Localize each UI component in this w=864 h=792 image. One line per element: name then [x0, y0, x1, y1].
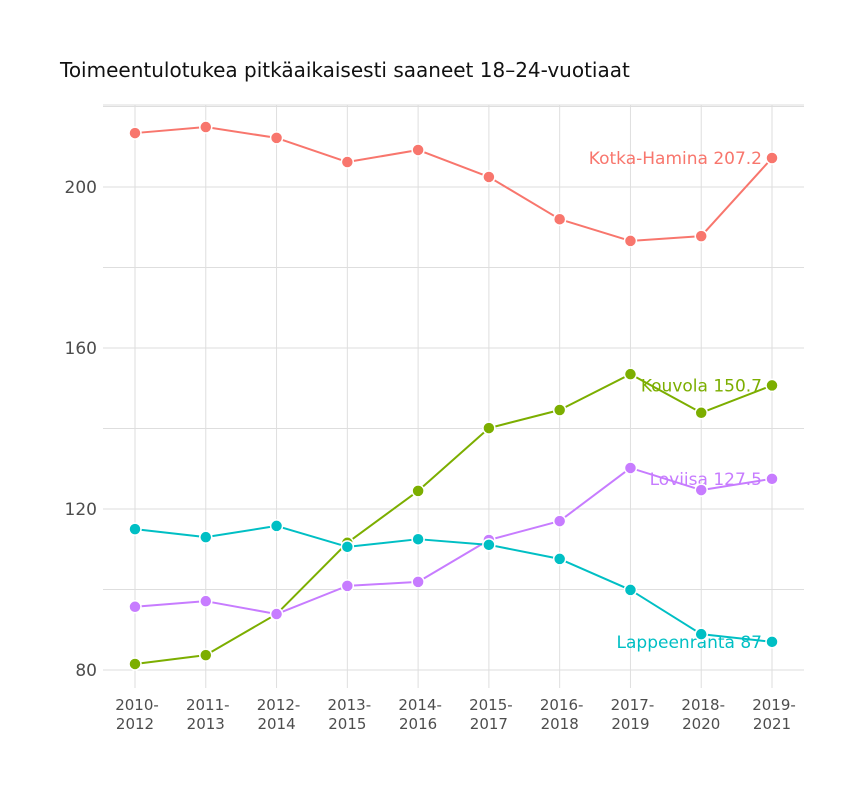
series-lappeenranta: [128, 519, 779, 649]
series-loviisa: [128, 461, 779, 621]
data-point: [552, 212, 567, 226]
data-point: [199, 648, 213, 662]
data-point: [765, 151, 779, 165]
data-point: [623, 367, 638, 381]
data-point: [411, 143, 425, 157]
data-point: [340, 540, 355, 554]
data-point: [623, 461, 638, 475]
y-tick-label: 200: [65, 178, 97, 198]
data-point: [199, 530, 213, 544]
x-tick-label: 2011-2013: [186, 696, 230, 733]
x-tick-label: 2019-2021: [752, 696, 796, 733]
x-tick-label: 2014-2016: [398, 696, 442, 733]
data-point: [269, 131, 284, 145]
series-line: [134, 524, 773, 643]
data-point: [482, 421, 496, 435]
data-point: [411, 484, 425, 498]
gridlines: [103, 104, 804, 688]
x-tick-label: 2017-2019: [611, 696, 655, 733]
data-point: [694, 483, 708, 497]
data-point: [623, 234, 638, 248]
data-point: [694, 229, 708, 243]
x-tick-label: 2012-2014: [257, 696, 301, 733]
series-end-label: Lappeenranta 87: [617, 633, 762, 653]
data-point: [482, 538, 496, 552]
data-point: [482, 170, 496, 184]
data-point: [552, 552, 567, 566]
data-point: [411, 575, 425, 589]
x-tick-label: 2016-2018: [540, 696, 584, 733]
y-axis: 80 120 160 200: [65, 178, 97, 681]
data-point: [128, 600, 142, 614]
data-point: [552, 514, 567, 528]
data-point: [340, 155, 355, 169]
data-point: [552, 403, 567, 417]
x-tick-label: 2010-2012: [115, 696, 159, 733]
data-point: [694, 406, 708, 420]
series-line: [134, 126, 773, 242]
series-end-label: Kotka-Hamina 207.2: [589, 149, 762, 169]
data-point: [765, 378, 779, 393]
data-point: [411, 532, 425, 546]
data-point: [128, 657, 142, 671]
data-point: [765, 472, 779, 486]
data-point: [694, 627, 708, 641]
series-lines: [128, 120, 779, 671]
chart-title: Toimeentulotukea pitkäaikaisesti saaneet…: [59, 58, 630, 82]
x-tick-label: 2015-2017: [469, 696, 513, 733]
y-tick-label: 120: [65, 500, 97, 520]
data-point: [199, 120, 213, 134]
series-kouvola: [128, 367, 779, 671]
y-tick-label: 80: [75, 661, 97, 681]
data-point: [340, 579, 355, 593]
data-point: [269, 607, 284, 621]
data-point: [623, 583, 638, 597]
series-line: [134, 466, 773, 616]
x-tick-label: 2018-2020: [681, 696, 725, 733]
data-point: [199, 594, 213, 608]
x-tick-label: 2013-2015: [328, 696, 372, 733]
series-end-label: Kouvola 150.7: [641, 376, 762, 396]
y-tick-label: 160: [65, 339, 97, 359]
series-line: [134, 373, 773, 665]
series-kotka-hamina: [128, 120, 779, 248]
data-point: [269, 519, 284, 533]
x-axis: 2010-2012 2011-2013 2012-2014 2013-2015 2014…: [115, 696, 796, 733]
data-point: [765, 635, 779, 649]
data-point: [128, 126, 142, 140]
data-point: [128, 522, 142, 536]
